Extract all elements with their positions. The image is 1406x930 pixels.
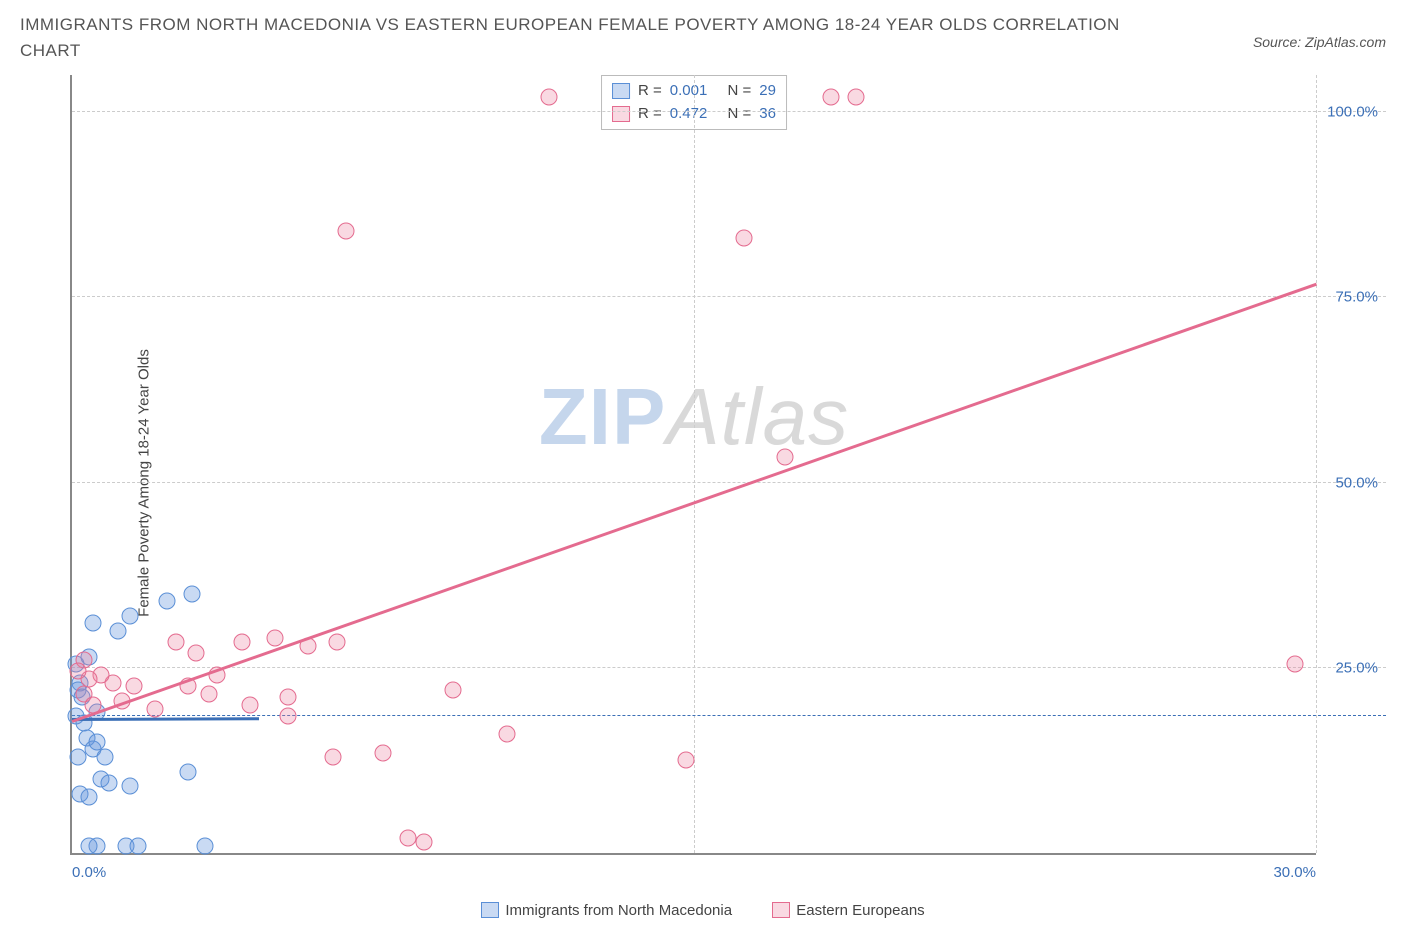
data-point xyxy=(70,748,87,765)
gridline-h xyxy=(72,296,1386,297)
gridline-h xyxy=(72,482,1386,483)
y-tick-label: 50.0% xyxy=(1335,474,1378,491)
n-label: N = xyxy=(728,80,752,103)
data-point xyxy=(97,748,114,765)
r-label: R = xyxy=(638,80,662,103)
n-value: 36 xyxy=(759,103,776,126)
gridline-h xyxy=(72,111,1386,112)
data-point xyxy=(180,763,197,780)
data-point xyxy=(80,837,97,854)
data-point xyxy=(735,230,752,247)
swatch-icon xyxy=(772,902,790,918)
data-point xyxy=(242,696,259,713)
data-point xyxy=(445,682,462,699)
data-point xyxy=(88,733,105,750)
data-point xyxy=(416,833,433,850)
data-point xyxy=(188,644,205,661)
data-point xyxy=(847,89,864,106)
data-point xyxy=(499,726,516,743)
data-point xyxy=(234,633,251,650)
data-point xyxy=(1287,656,1304,673)
data-point xyxy=(375,744,392,761)
data-point xyxy=(159,593,176,610)
data-point xyxy=(84,615,101,632)
data-point xyxy=(126,678,143,695)
data-point xyxy=(167,633,184,650)
chart-container: Female Poverty Among 18-24 Year Olds ZIP… xyxy=(20,75,1386,890)
data-point xyxy=(70,663,87,680)
data-point xyxy=(196,837,213,854)
plot-area: ZIPAtlas R = 0.001 N = 29 R = 0.472 N = … xyxy=(70,75,1316,855)
data-point xyxy=(109,622,126,639)
data-point xyxy=(540,89,557,106)
swatch-icon xyxy=(481,902,499,918)
data-point xyxy=(329,633,346,650)
x-tick-label: 0.0% xyxy=(72,864,106,881)
legend-item-series2: Eastern Europeans xyxy=(772,902,924,919)
x-tick-label: 30.0% xyxy=(1273,864,1316,881)
gridline-v xyxy=(694,75,695,853)
gridline-h xyxy=(72,667,1386,668)
data-point xyxy=(122,607,139,624)
data-point xyxy=(399,830,416,847)
data-point xyxy=(279,689,296,706)
trend-line xyxy=(72,717,259,721)
n-label: N = xyxy=(728,103,752,126)
data-point xyxy=(184,585,201,602)
data-point xyxy=(130,837,147,854)
y-tick-label: 25.0% xyxy=(1335,659,1378,676)
data-point xyxy=(122,778,139,795)
data-point xyxy=(337,222,354,239)
data-point xyxy=(146,700,163,717)
source-attribution: Source: ZipAtlas.com xyxy=(1253,34,1386,50)
gridline-v xyxy=(1316,75,1317,853)
y-tick-label: 100.0% xyxy=(1327,104,1378,121)
swatch-icon xyxy=(612,83,630,99)
data-point xyxy=(267,630,284,647)
swatch-icon xyxy=(612,106,630,122)
r-label: R = xyxy=(638,103,662,126)
data-point xyxy=(325,748,342,765)
r-value: 0.001 xyxy=(670,80,708,103)
n-value: 29 xyxy=(759,80,776,103)
data-point xyxy=(677,752,694,769)
data-point xyxy=(777,448,794,465)
data-point xyxy=(200,685,217,702)
bottom-legend: Immigrants from North Macedonia Eastern … xyxy=(0,902,1406,923)
legend-label: Immigrants from North Macedonia xyxy=(505,902,732,919)
chart-title: IMMIGRANTS FROM NORTH MACEDONIA VS EASTE… xyxy=(20,12,1120,63)
data-point xyxy=(822,89,839,106)
legend-label: Eastern Europeans xyxy=(796,902,924,919)
data-point xyxy=(279,707,296,724)
legend-item-series1: Immigrants from North Macedonia xyxy=(481,902,732,919)
data-point xyxy=(80,789,97,806)
r-value: 0.472 xyxy=(670,103,708,126)
watermark-zip: ZIP xyxy=(539,372,666,461)
y-tick-label: 75.0% xyxy=(1335,289,1378,306)
data-point xyxy=(101,774,118,791)
reference-line xyxy=(72,715,1386,716)
